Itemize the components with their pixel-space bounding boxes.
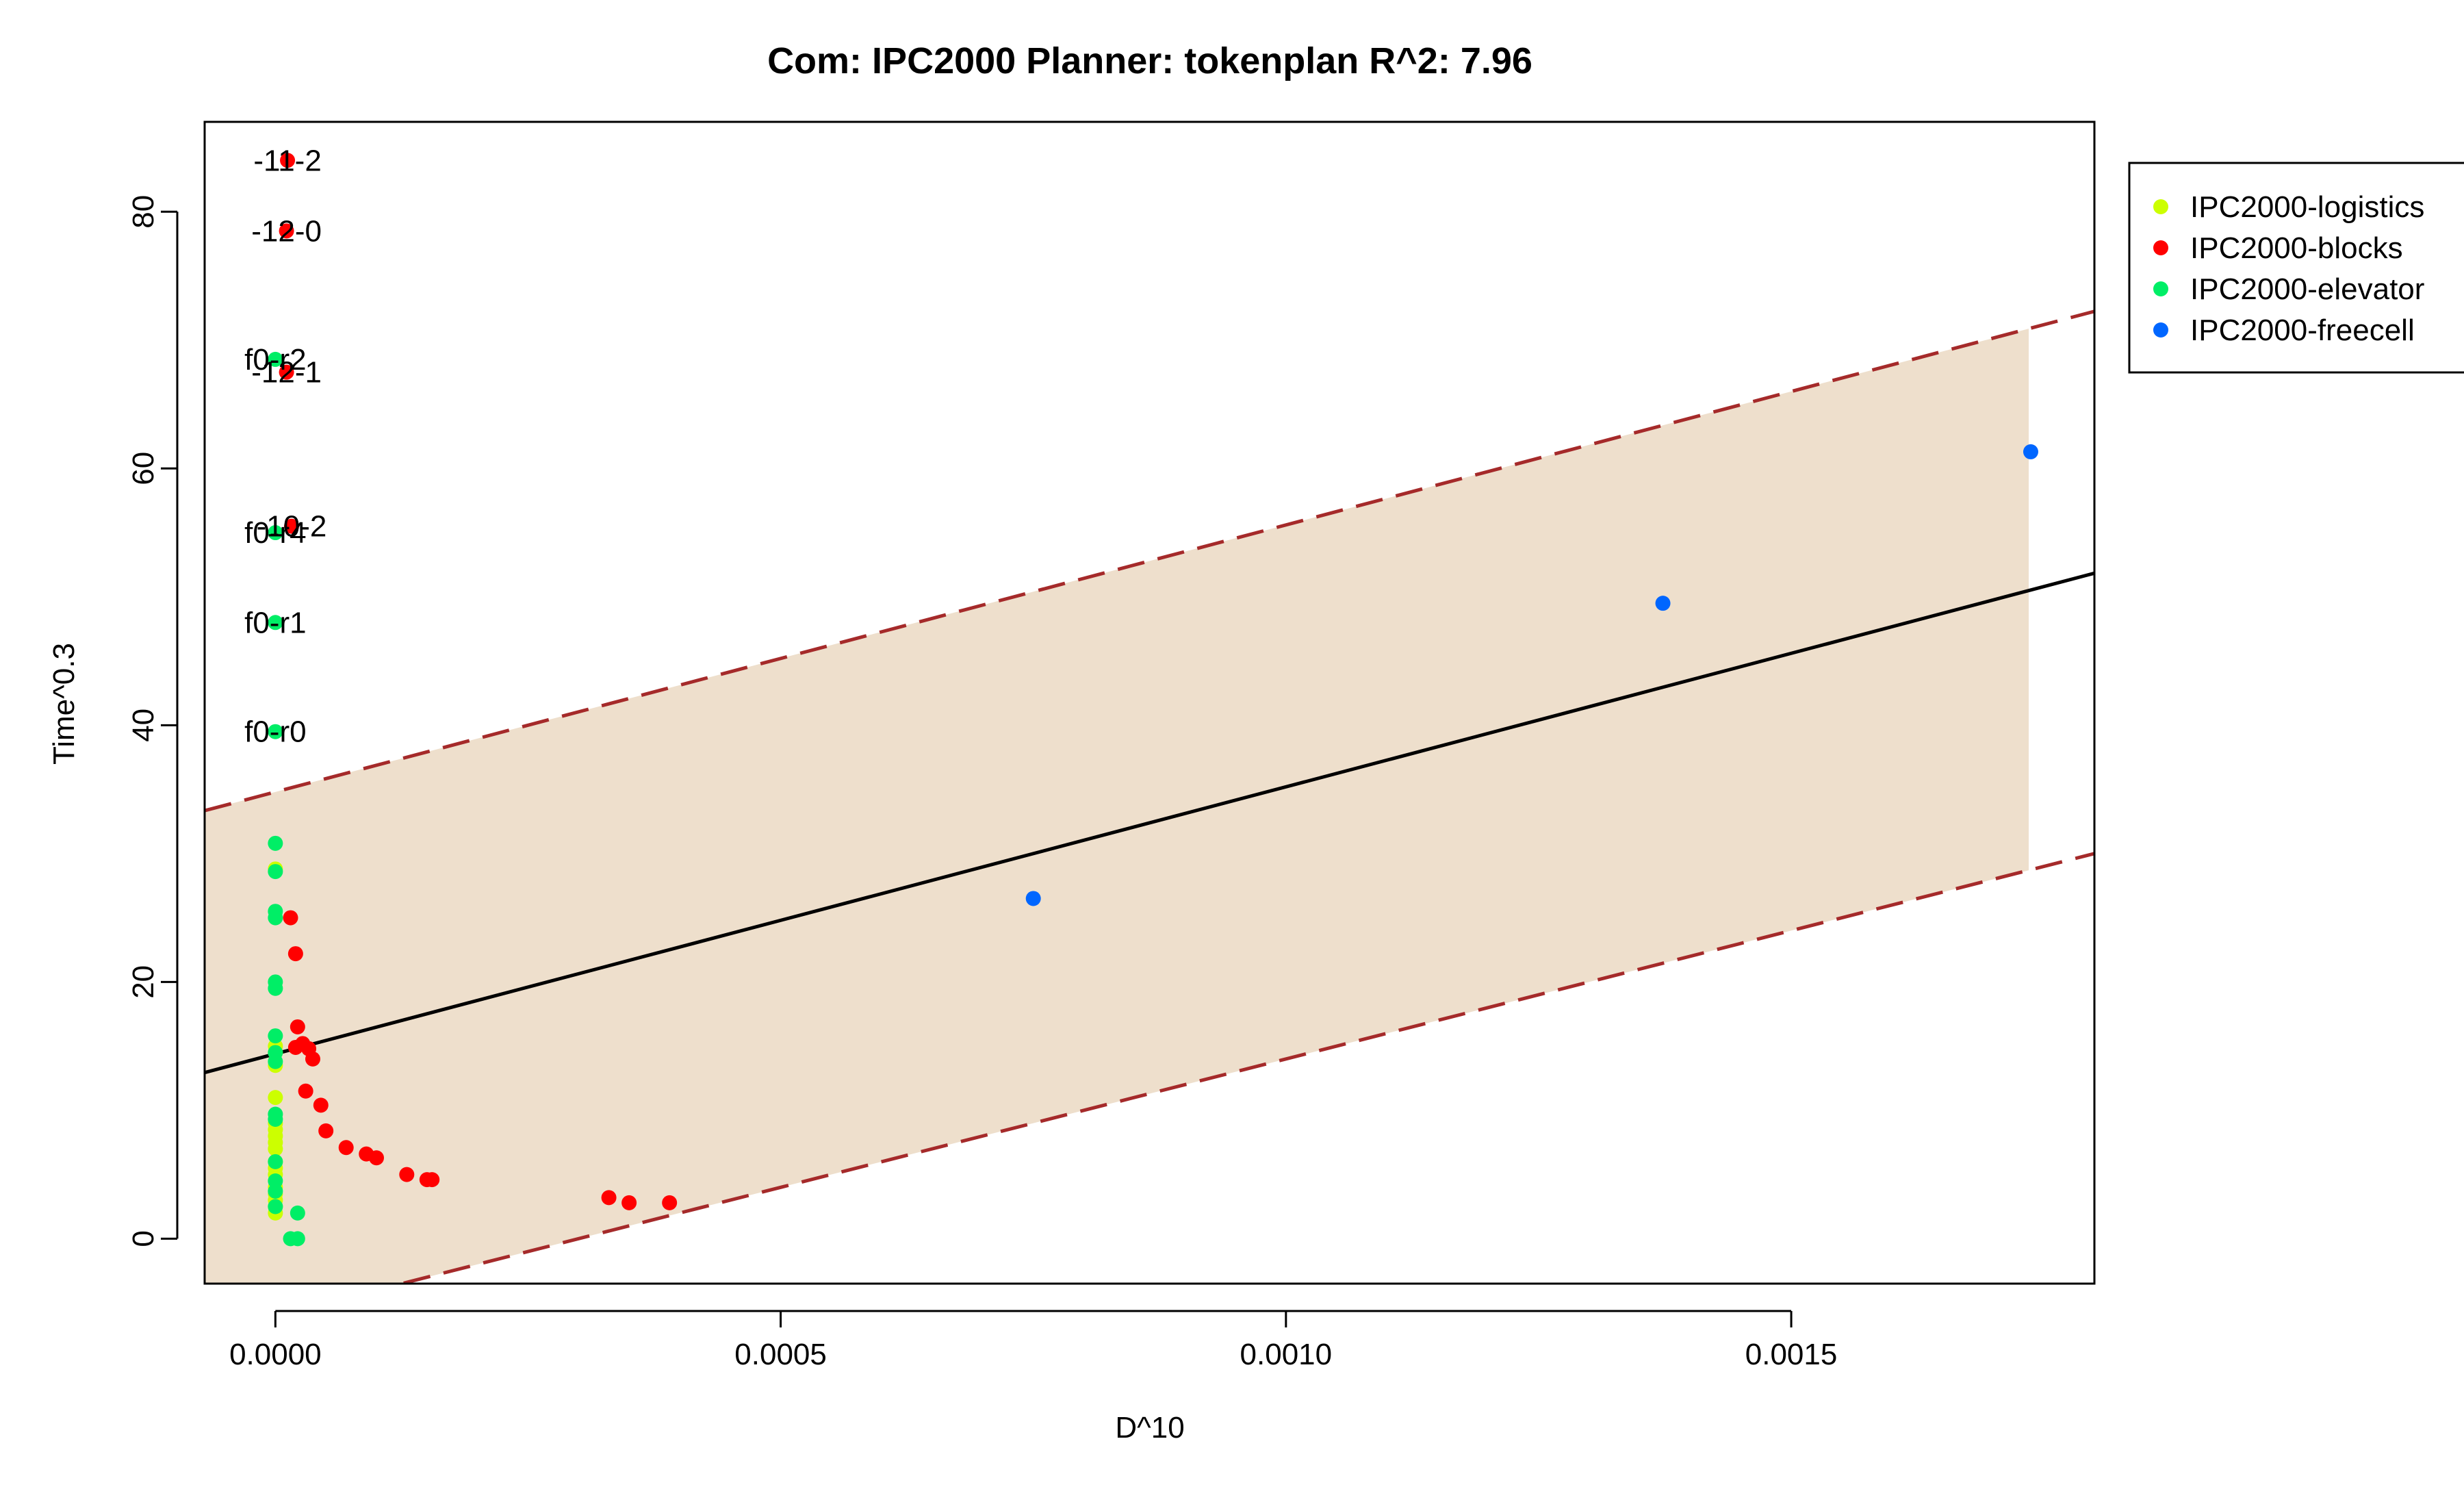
prediction-band [205,329,2029,1284]
point-label: f0-r4 [244,516,306,550]
x-tick-label: 0.0010 [1240,1338,1333,1371]
y-tick-label: 60 [127,452,160,485]
point-label: -12-1 [251,356,322,390]
upper-bound-line [205,309,2094,813]
data-point-ipc2000-freecell [2023,444,2038,459]
data-point-ipc2000-elevator [268,351,283,367]
data-point-ipc2000-elevator [268,1054,283,1069]
data-point-ipc2000-blocks [279,223,294,239]
data-point-ipc2000-blocks [318,1123,334,1138]
y-tick-label: 80 [127,195,160,229]
x-tick-label: 0.0000 [229,1338,322,1371]
data-point-ipc2000-elevator [268,910,283,926]
legend-marker [2153,322,2168,338]
data-point-ipc2000-blocks [313,1097,329,1113]
data-point-ipc2000-elevator [268,525,283,541]
data-point-ipc2000-elevator [268,724,283,739]
legend: IPC2000-logistics IPC2000-blocks IPC2000-e… [2128,162,2464,374]
legend-label: IPC2000-blocks [2190,231,2403,265]
data-point-ipc2000-elevator [268,1111,283,1127]
legend-marker [2153,281,2168,296]
data-point-ipc2000-elevator [268,1183,283,1199]
data-point-ipc2000-elevator [290,1205,305,1221]
data-point-ipc2000-elevator [268,864,283,880]
y-axis: 0 20 40 60 80 [127,195,179,1247]
fit-lines [205,309,2094,1284]
data-point-ipc2000-blocks [662,1195,678,1210]
plot-frame [203,120,2096,1285]
data-points [268,153,2038,1247]
data-point-ipc2000-blocks [298,1083,313,1099]
point-label: f0-r1 [244,606,306,639]
data-point-ipc2000-blocks [399,1167,415,1182]
x-tick-label: 0.0015 [1745,1338,1838,1371]
point-label: f0-r2 [244,343,306,377]
data-point-ipc2000-blocks [287,946,303,962]
x-axis-label: D^10 [1115,1411,1184,1445]
lower-bound-line [394,852,2094,1284]
point-label: -11-2 [253,144,321,177]
legend-marker [2153,199,2168,214]
data-point-ipc2000-elevator [268,1199,283,1214]
prediction-band-fill [205,329,2029,1284]
point-label: f0-r0 [244,715,306,749]
data-point-ipc2000-blocks [280,153,296,168]
y-axis-label: Time^0.3 [47,643,81,765]
chart-title: Com: IPC2000 Planner: tokenplan R^2: 7.9… [767,40,1532,81]
legend-box [2128,162,2464,374]
data-point-ipc2000-blocks [283,518,299,534]
data-point-ipc2000-elevator [268,1154,283,1169]
legend-label: IPC2000-logistics [2190,190,2424,224]
data-point-ipc2000-freecell [1655,596,1671,611]
data-point-ipc2000-elevator [268,615,283,631]
data-point-ipc2000-logistics [268,1090,283,1106]
data-point-ipc2000-blocks [279,364,294,380]
data-point-ipc2000-blocks [621,1195,637,1210]
data-point-ipc2000-blocks [338,1140,354,1156]
y-tick-label: 40 [127,709,160,742]
point-label: -12-0 [251,214,322,248]
y-tick-label: 0 [127,1230,160,1247]
point-labels: -11-2 -12-0 -12-1 -10-2 f0-r2 f0-r4 f0-r1 f0-r0 [244,144,326,748]
legend-label: IPC2000-elevator [2190,272,2424,306]
data-point-ipc2000-elevator [290,1231,305,1247]
data-point-ipc2000-blocks [369,1150,384,1166]
data-point-ipc2000-freecell [1025,891,1041,906]
legend-label: IPC2000-freecell [2190,314,2415,347]
x-axis: 0.0000 0.0005 0.0010 0.0015 [229,1310,1838,1371]
legend-marker [2153,240,2168,255]
data-point-ipc2000-blocks [424,1172,440,1188]
data-point-ipc2000-elevator [268,835,283,851]
point-label: -10-2 [257,510,327,544]
data-point-ipc2000-blocks [305,1051,320,1067]
data-point-ipc2000-elevator [268,980,283,996]
data-point-ipc2000-blocks [283,910,298,926]
x-tick-label: 0.0005 [734,1338,827,1371]
data-point-ipc2000-blocks [290,1019,305,1034]
data-point-ipc2000-elevator [268,1028,283,1044]
y-tick-label: 20 [127,965,160,999]
fit-line [205,571,2094,1075]
data-point-ipc2000-blocks [601,1190,617,1206]
